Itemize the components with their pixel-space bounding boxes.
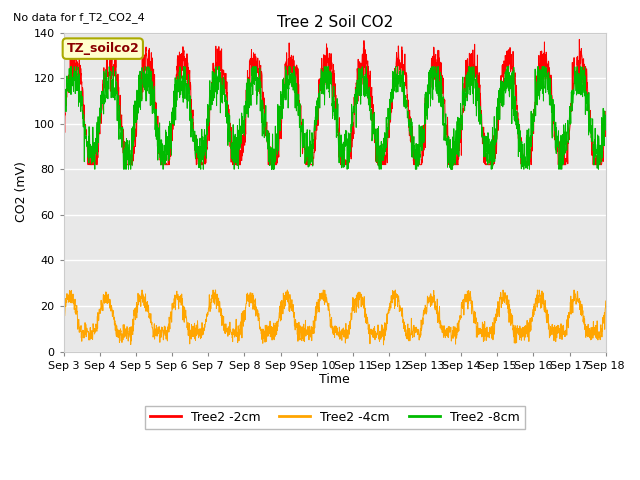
Tree2 -4cm bbox=[138, 287, 146, 293]
Line: Tree2 -4cm: Tree2 -4cm bbox=[64, 290, 605, 345]
Tree2 -2cm bbox=[569, 81, 577, 86]
Tree2 -4cm bbox=[570, 298, 577, 304]
Tree2 -2cm bbox=[362, 59, 370, 65]
Tree2 -4cm bbox=[211, 294, 219, 300]
Tree2 -2cm bbox=[492, 151, 500, 156]
Tree2 -2cm bbox=[602, 108, 609, 114]
X-axis label: Time: Time bbox=[319, 373, 350, 386]
Tree2 -2cm bbox=[84, 162, 92, 168]
Legend: Tree2 -2cm, Tree2 -4cm, Tree2 -8cm: Tree2 -2cm, Tree2 -4cm, Tree2 -8cm bbox=[145, 406, 525, 429]
Tree2 -8cm bbox=[602, 121, 609, 127]
Tree2 -4cm bbox=[380, 342, 387, 348]
Tree2 -2cm bbox=[211, 78, 219, 84]
Tree2 -8cm bbox=[211, 89, 219, 95]
Tree2 -4cm bbox=[602, 298, 609, 304]
Tree2 -4cm bbox=[60, 313, 68, 319]
Text: TZ_soilco2: TZ_soilco2 bbox=[67, 42, 139, 55]
Line: Tree2 -2cm: Tree2 -2cm bbox=[64, 39, 605, 165]
Tree2 -8cm bbox=[554, 138, 562, 144]
Tree2 -4cm bbox=[362, 311, 370, 317]
Tree2 -4cm bbox=[351, 310, 358, 315]
Y-axis label: CO2 (mV): CO2 (mV) bbox=[15, 162, 28, 222]
Tree2 -8cm bbox=[60, 102, 68, 108]
Tree2 -8cm bbox=[91, 167, 99, 172]
Tree2 -4cm bbox=[493, 318, 500, 324]
Tree2 -8cm bbox=[67, 64, 75, 70]
Tree2 -8cm bbox=[570, 94, 577, 99]
Tree2 -2cm bbox=[575, 36, 583, 42]
Tree2 -2cm bbox=[351, 111, 358, 117]
Tree2 -4cm bbox=[554, 330, 562, 336]
Line: Tree2 -8cm: Tree2 -8cm bbox=[64, 67, 605, 169]
Tree2 -8cm bbox=[493, 104, 500, 110]
Tree2 -2cm bbox=[554, 152, 562, 158]
Tree2 -2cm bbox=[60, 125, 68, 131]
Tree2 -8cm bbox=[363, 64, 371, 70]
Title: Tree 2 Soil CO2: Tree 2 Soil CO2 bbox=[276, 15, 393, 30]
Tree2 -8cm bbox=[351, 92, 358, 97]
Text: No data for f_T2_CO2_4: No data for f_T2_CO2_4 bbox=[13, 12, 145, 23]
